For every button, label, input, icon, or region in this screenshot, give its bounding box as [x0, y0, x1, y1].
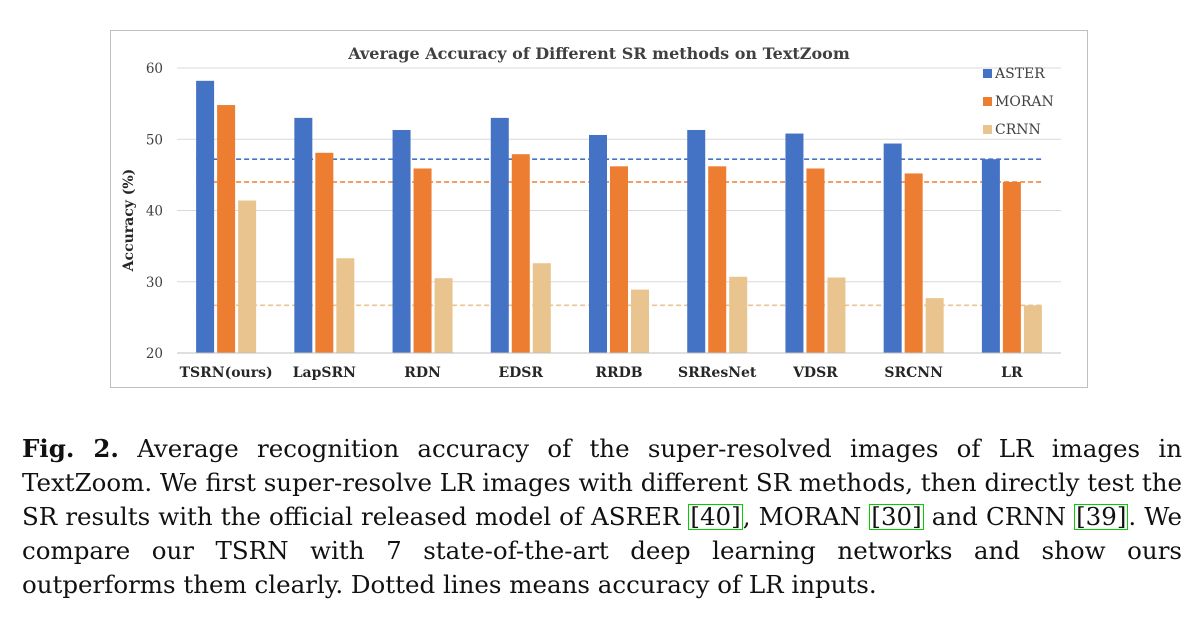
bar-crnn-rrdb: [631, 289, 649, 353]
x-tick-label: LapSRN: [293, 365, 356, 381]
bar-moran-edsr: [511, 154, 530, 353]
axes: 20 30 40 50 60 TSRN(ours) LapSRN RDN EDSR RRDB SRR…: [146, 61, 1061, 381]
caption-text: Average recognition accuracy of the supe…: [22, 434, 1182, 531]
x-tick-label: TSRN(ours): [180, 365, 273, 381]
bar-chart: 20 30 40 50 60 TSRN(ours) LapSRN RDN EDSR RRDB SRR…: [121, 44, 1061, 381]
x-tick-label: VDSR: [792, 365, 838, 381]
y-tick-label: 50: [146, 132, 163, 148]
bar-aster-rrdb: [589, 134, 607, 353]
x-tick-label: EDSR: [498, 365, 543, 381]
bar-aster-edsr: [490, 117, 509, 353]
legend-swatch-moran: [983, 97, 992, 106]
bar-moran-srcnn: [904, 173, 923, 353]
x-tick-label: RRDB: [595, 365, 642, 381]
caption-text: , MORAN: [742, 502, 870, 531]
y-tick-label: 20: [146, 346, 163, 362]
bar-moran-tsrn-ours-: [217, 105, 236, 353]
bar-aster-tsrn-ours-: [196, 80, 215, 353]
citation-link[interactable]: [30]: [869, 502, 924, 531]
bar-crnn-vdsr: [827, 277, 846, 353]
bar-aster-vdsr: [785, 133, 804, 353]
bar-crnn-tsrn-ours-: [238, 200, 257, 353]
bar-aster-srcnn: [883, 143, 902, 353]
bar-crnn-edsr: [532, 263, 551, 353]
y-tick-label: 40: [146, 204, 163, 220]
y-tick-label: 30: [146, 275, 163, 291]
figure-caption: Fig. 2. Average recognition accuracy of …: [22, 432, 1182, 602]
bars: [196, 80, 1042, 353]
bar-aster-rdn: [392, 129, 411, 353]
x-tick-label: LR: [1001, 365, 1023, 381]
legend-swatch-crnn: [983, 125, 992, 134]
caption-label: Fig. 2.: [22, 434, 119, 463]
bar-moran-rdn: [413, 168, 432, 353]
x-tick-label: RDN: [404, 365, 441, 381]
bar-aster-lr: [981, 159, 1000, 353]
y-tick-label: 60: [146, 61, 163, 77]
legend-label-aster: ASTER: [994, 66, 1045, 82]
chart-frame: 20 30 40 50 60 TSRN(ours) LapSRN RDN EDSR RRDB SRR…: [110, 30, 1088, 388]
x-tick-label: SRCNN: [884, 365, 943, 381]
bar-moran-vdsr: [806, 168, 825, 353]
citation-link[interactable]: [40]: [688, 502, 743, 531]
citation-link[interactable]: [39]: [1074, 502, 1129, 531]
bar-crnn-lapsrn: [336, 258, 355, 353]
bar-crnn-lr: [1023, 305, 1042, 353]
bar-aster-srresnet: [687, 129, 706, 353]
bar-moran-rrdb: [610, 166, 628, 353]
bar-moran-lapsrn: [315, 152, 334, 353]
bar-moran-lr: [1002, 182, 1021, 353]
legend-label-crnn: CRNN: [995, 122, 1041, 138]
legend-swatch-aster: [983, 69, 992, 78]
x-tick-label: SRResNet: [678, 365, 757, 381]
reference-lines: [196, 158, 1043, 307]
bar-crnn-srcnn: [925, 298, 944, 353]
bar-moran-srresnet: [708, 166, 727, 353]
caption-text: . We compare our TSRN with 7 state-of-th…: [22, 502, 1182, 599]
y-axis-label: Accuracy (%): [121, 169, 137, 273]
legend-label-moran: MORAN: [995, 94, 1054, 110]
chart-title: Average Accuracy of Different SR methods…: [347, 44, 850, 63]
legend: ASTER MORAN CRNN: [983, 66, 1054, 138]
bar-aster-lapsrn: [294, 117, 313, 353]
caption-text: and CRNN: [923, 502, 1075, 531]
bar-crnn-rdn: [434, 278, 453, 353]
bar-crnn-srresnet: [729, 276, 748, 353]
